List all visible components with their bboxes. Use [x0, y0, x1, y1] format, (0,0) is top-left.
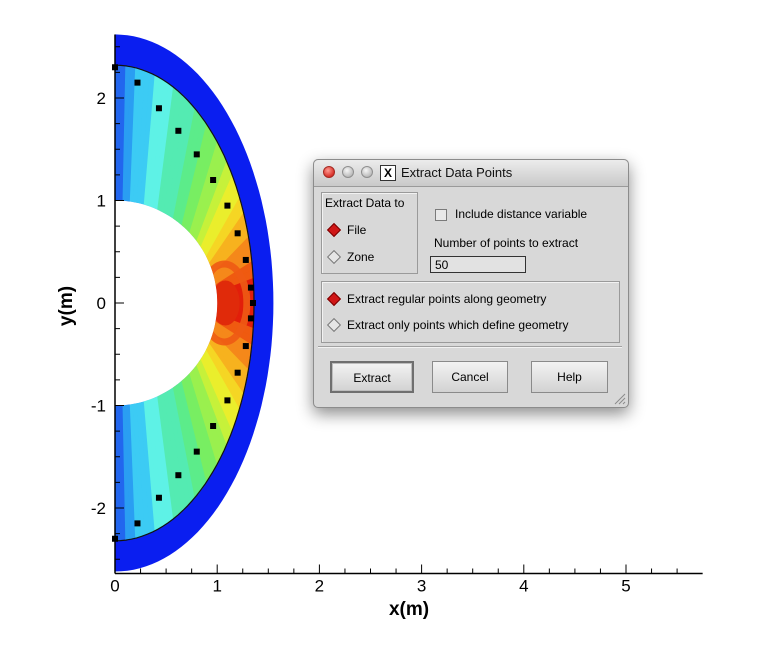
minimize-window-button[interactable]	[342, 166, 354, 178]
extraction-point	[175, 472, 182, 479]
extraction-point	[210, 423, 217, 429]
extraction-point	[234, 369, 241, 376]
extraction-point	[155, 494, 162, 501]
radio-unselected-icon	[326, 317, 342, 333]
zone-radio[interactable]: Zone	[326, 249, 375, 265]
extraction-point	[193, 448, 200, 455]
y-tick-label: -1	[91, 397, 106, 416]
regular-points-radio[interactable]: Extract regular points along geometry	[326, 291, 547, 307]
extraction-point	[249, 300, 256, 306]
extract-button[interactable]: Extract	[330, 361, 414, 393]
only-points-label: Extract only points which define geometr…	[347, 318, 569, 332]
num-points-label: Number of points to extract	[434, 236, 579, 250]
extraction-point	[175, 127, 182, 134]
include-distance-label: Include distance variable	[455, 207, 588, 221]
extraction-point	[193, 151, 200, 158]
x-tick-label: 2	[315, 577, 324, 596]
axes	[114, 34, 703, 575]
close-window-button[interactable]	[323, 166, 335, 178]
extraction-point	[224, 202, 231, 209]
y-tick-label: 0	[97, 294, 106, 313]
zone-radio-label: Zone	[347, 250, 375, 264]
x-tick-label: 3	[417, 577, 426, 596]
extraction-points	[112, 64, 256, 542]
include-distance-checkbox[interactable]	[435, 209, 447, 221]
extraction-point	[210, 177, 217, 183]
extraction-point	[247, 315, 254, 322]
x-tick-label: 1	[212, 577, 221, 596]
resize-grip-icon[interactable]	[612, 391, 626, 405]
tick-labels: 0 1 2 3 4 5 2 1 0 -1 -2	[91, 89, 631, 596]
zoom-window-button[interactable]	[361, 166, 373, 178]
extraction-point	[242, 343, 249, 350]
y-tick-label: 1	[97, 192, 106, 211]
radio-unselected-icon	[326, 249, 342, 265]
extraction-point	[155, 105, 162, 112]
extract-method-group: Extract regular points along geometry Ex…	[321, 281, 620, 343]
extraction-point	[134, 79, 141, 86]
file-radio-label: File	[347, 223, 367, 237]
y-tick-label: 2	[97, 89, 106, 108]
extraction-point	[242, 256, 249, 263]
extraction-point	[247, 284, 254, 291]
extraction-point	[112, 64, 118, 71]
dialog-titlebar: X Extract Data Points	[314, 160, 628, 187]
x-axis-title: x(m)	[389, 599, 429, 620]
extract-data-points-dialog: X Extract Data Points Extract Data to Fi…	[313, 159, 629, 408]
x-tick-label: 5	[621, 577, 630, 596]
extraction-point	[234, 230, 241, 237]
x-tick-label: 4	[519, 577, 528, 596]
x11-icon: X	[380, 165, 396, 181]
x-tick-label: 0	[110, 577, 119, 596]
file-radio[interactable]: File	[326, 222, 367, 238]
extract-to-label: Extract Data to	[325, 196, 405, 210]
y-tick-label: -2	[91, 499, 106, 518]
cancel-button[interactable]: Cancel	[432, 361, 508, 393]
flow-field	[114, 34, 274, 572]
help-button[interactable]: Help	[531, 361, 608, 393]
regular-points-label: Extract regular points along geometry	[347, 292, 547, 306]
extraction-point	[134, 520, 141, 527]
y-axis-title: y(m)	[56, 286, 77, 326]
dialog-title: Extract Data Points	[401, 165, 513, 180]
radio-selected-icon	[326, 222, 342, 238]
only-points-radio[interactable]: Extract only points which define geometr…	[326, 317, 569, 333]
extraction-point	[224, 397, 231, 404]
radio-selected-icon	[326, 291, 342, 307]
dialog-separator	[318, 346, 622, 348]
num-points-input[interactable]	[430, 256, 526, 273]
extract-destination-group: Extract Data to File Zone	[321, 192, 418, 274]
extraction-point	[112, 535, 118, 542]
